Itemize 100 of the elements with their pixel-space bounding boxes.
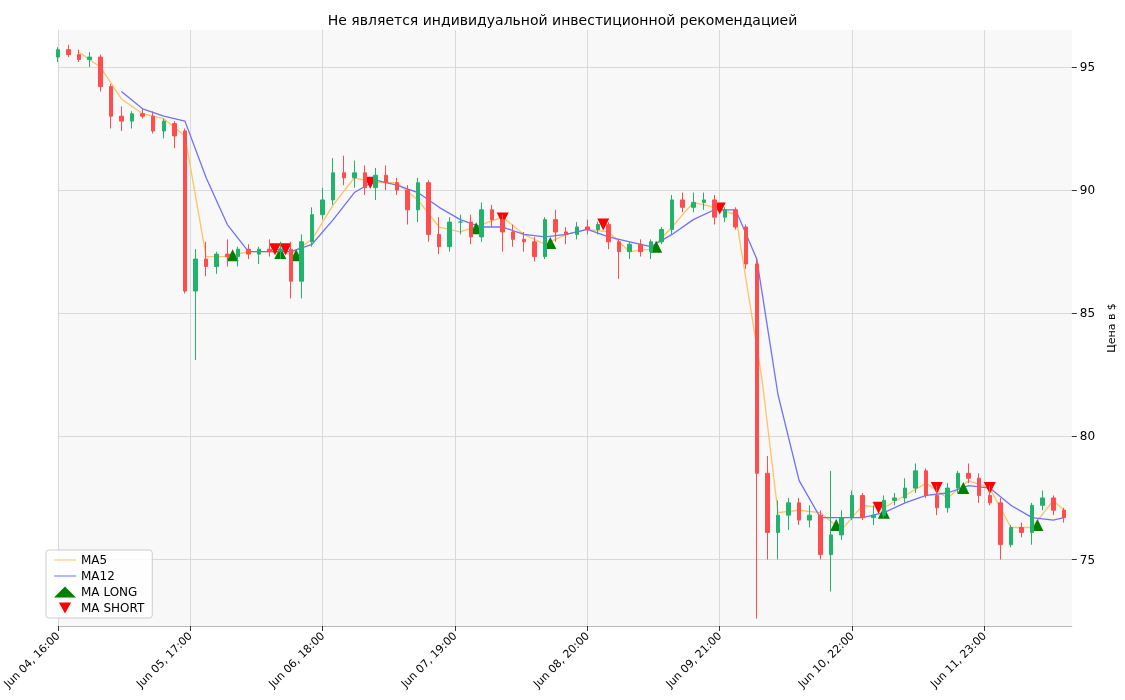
candlestick	[162, 118, 166, 139]
candlestick	[913, 462, 918, 494]
candlestick	[627, 241, 632, 260]
candlestick	[352, 160, 357, 189]
candlestick	[765, 455, 770, 560]
candlestick	[320, 187, 325, 221]
y-tick-label: 95	[1079, 59, 1096, 74]
candlestick	[797, 497, 801, 526]
candlestick	[670, 194, 674, 235]
y-tick-label: 90	[1079, 183, 1096, 198]
candlestick	[532, 236, 537, 262]
candlestick	[945, 482, 950, 514]
y-tick-label: 80	[1079, 429, 1096, 444]
candlestick	[289, 241, 293, 299]
candlestick	[606, 221, 611, 250]
candlestick	[564, 226, 568, 245]
candlestick	[903, 477, 907, 504]
candlestick	[299, 233, 304, 299]
candlestick	[183, 128, 187, 295]
candlestick	[77, 49, 81, 63]
candlestick	[363, 164, 367, 196]
candlestick	[214, 251, 219, 275]
legend-label: MA12	[81, 569, 115, 583]
y-tick-label: 85	[1079, 306, 1096, 321]
candlestick	[829, 470, 833, 593]
candlestick	[596, 221, 600, 235]
candlestick	[479, 201, 484, 243]
candlestick	[246, 243, 251, 260]
candlestick	[575, 221, 579, 240]
candlestick	[140, 108, 145, 120]
candlestick	[130, 110, 134, 130]
candlestick	[458, 214, 463, 235]
candlestick	[638, 238, 643, 258]
candlestick	[56, 46, 60, 63]
candlestick	[447, 216, 452, 253]
candlestick	[712, 194, 717, 226]
candlestick	[469, 214, 473, 245]
candlestick	[882, 494, 886, 519]
candlestick	[426, 179, 431, 243]
candlestick	[966, 462, 971, 484]
candlestick	[172, 120, 177, 149]
candlestick	[331, 157, 335, 206]
candlestick	[98, 54, 103, 93]
candlestick	[935, 485, 939, 516]
candlestick	[786, 497, 791, 531]
candlestick	[543, 216, 547, 260]
candlestick	[236, 246, 240, 267]
chart-title: Не является индивидуальной инвестиционной рекомендацией	[327, 12, 798, 28]
candlestick	[871, 504, 876, 526]
candlestick	[204, 241, 208, 277]
candlestick	[87, 51, 92, 68]
candlestick	[373, 167, 378, 201]
legend-label: MA LONG	[81, 585, 138, 599]
candlestick	[553, 209, 558, 243]
candlestick	[860, 492, 865, 521]
candlestick	[956, 470, 960, 494]
candlestick	[405, 184, 410, 226]
candlestick	[924, 467, 928, 499]
candlestick	[151, 110, 155, 134]
candlestick	[839, 509, 844, 541]
candlestick	[617, 238, 621, 280]
candlestick	[1051, 494, 1056, 516]
candlestick	[988, 485, 992, 506]
candlestick	[691, 192, 696, 213]
candlestick	[267, 238, 272, 258]
candlestick	[755, 258, 759, 620]
candlestick	[490, 204, 494, 228]
candlestick	[257, 246, 261, 265]
candlestick	[659, 226, 664, 245]
y-axis-title: Цена в $	[1105, 303, 1118, 353]
candlestick	[1009, 524, 1013, 548]
candlestick	[395, 177, 399, 196]
candlestick	[1062, 507, 1066, 524]
candlestick	[977, 472, 981, 504]
candlestick	[384, 164, 388, 191]
candlestick	[310, 206, 314, 248]
candlestick	[225, 238, 230, 267]
legend-label: MA SHORT	[81, 601, 145, 615]
candlestick	[807, 504, 812, 528]
candlestick	[818, 509, 823, 560]
candlestick	[850, 490, 854, 521]
candlestick	[278, 241, 283, 260]
candlestick	[723, 206, 727, 223]
candlestick	[744, 224, 748, 270]
candlestick	[119, 105, 124, 132]
candlestick	[522, 231, 526, 253]
candlestick	[511, 224, 515, 248]
candlestick	[66, 44, 71, 58]
candlestick	[109, 83, 113, 130]
candlestick	[649, 238, 653, 260]
candlestick	[776, 499, 780, 560]
candlestick	[1030, 502, 1034, 546]
candlestick	[1040, 490, 1045, 511]
candlestick	[416, 177, 420, 223]
y-tick-label: 75	[1079, 552, 1096, 567]
candlestick	[733, 206, 738, 230]
candlestick	[500, 214, 505, 253]
candlestick	[680, 192, 685, 213]
candlestick	[1019, 522, 1024, 538]
candlestick	[702, 192, 706, 211]
